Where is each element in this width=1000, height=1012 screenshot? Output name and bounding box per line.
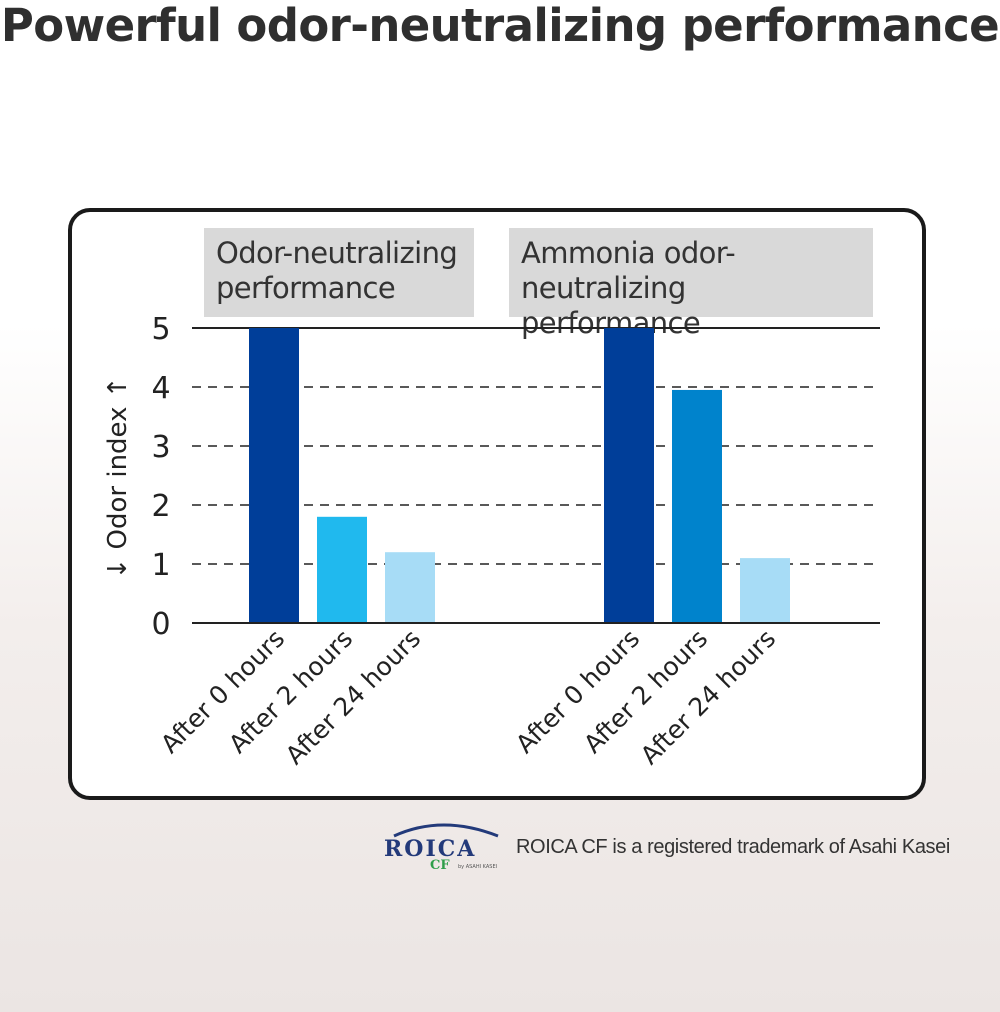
- logo-by: by ASAHI KASEI: [458, 864, 498, 870]
- bar-group2-2: [672, 389, 722, 623]
- group-label-ammonia-line1: Ammonia odor-neutralizing: [521, 236, 736, 305]
- y-tick-label: 4: [151, 371, 170, 406]
- trademark-note: ROICA CF is a registered trademark of As…: [516, 836, 950, 858]
- logo-swoosh-icon: [393, 823, 499, 838]
- y-tick-label: 3: [151, 430, 170, 465]
- group-label-odor-line1: Odor-neutralizing: [216, 236, 458, 270]
- group-label-odor: Odor-neutralizing performance: [204, 228, 474, 317]
- y-tick-label: 0: [151, 607, 170, 642]
- y-tick-label: 1: [151, 548, 170, 583]
- logo-wordmark: ROICA: [384, 836, 477, 862]
- y-axis-label: ↓ Odor index ↑: [103, 376, 133, 579]
- group-label-ammonia: Ammonia odor-neutralizing performance: [509, 228, 873, 340]
- y-tick-label: 2: [151, 489, 170, 524]
- bar-group1-3: [385, 552, 435, 623]
- bar-group2-3: [740, 558, 790, 623]
- logo-sub: CF: [430, 858, 450, 873]
- bar-group1-2: [317, 516, 367, 623]
- roica-logo: ROICA CF by ASAHI KASEI: [380, 818, 510, 876]
- y-tick-label: 5: [151, 312, 170, 347]
- page-headline: Powerful odor-neutralizing performance: [0, 0, 1000, 52]
- bar-group2-1: [604, 328, 654, 623]
- group-label-odor-line2: performance: [216, 271, 396, 305]
- bar-group1-1: [249, 328, 299, 623]
